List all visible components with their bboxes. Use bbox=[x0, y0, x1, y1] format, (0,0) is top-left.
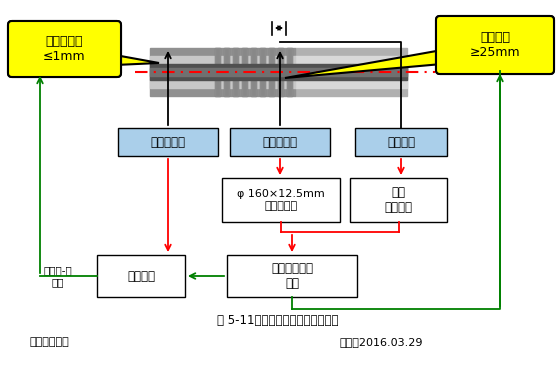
Text: φ 160×12.5mm
柔性半圆环: φ 160×12.5mm 柔性半圆环 bbox=[237, 189, 325, 211]
Bar bbox=[118, 128, 218, 156]
Text: 制图：樊建兵: 制图：樊建兵 bbox=[30, 337, 70, 347]
Text: 焊后间隙
≥25mm: 焊后间隙 ≥25mm bbox=[470, 31, 520, 59]
Bar bbox=[224, 48, 229, 96]
Text: 图 5-11：集热管自动焊对口分析图: 图 5-11：集热管自动焊对口分析图 bbox=[217, 313, 339, 327]
Text: 时间：2016.03.29: 时间：2016.03.29 bbox=[340, 337, 423, 347]
Bar bbox=[355, 128, 447, 156]
Bar bbox=[295, 56, 407, 88]
Text: 固定机头: 固定机头 bbox=[387, 135, 415, 149]
FancyBboxPatch shape bbox=[8, 21, 121, 77]
Bar bbox=[242, 48, 247, 96]
Bar bbox=[233, 48, 238, 96]
Text: 集热管-管
同心: 集热管-管 同心 bbox=[43, 265, 72, 287]
Polygon shape bbox=[285, 50, 442, 78]
Bar bbox=[227, 255, 357, 297]
Bar bbox=[150, 48, 295, 96]
Bar bbox=[260, 48, 265, 96]
Bar bbox=[251, 48, 256, 96]
Bar bbox=[269, 48, 274, 96]
Text: 管套
上下结构: 管套 上下结构 bbox=[384, 186, 413, 214]
FancyBboxPatch shape bbox=[436, 16, 554, 74]
Bar bbox=[233, 48, 238, 96]
Text: 对口同心度
≤1mm: 对口同心度 ≤1mm bbox=[43, 35, 86, 63]
Bar bbox=[269, 48, 274, 96]
Bar bbox=[278, 48, 283, 96]
Bar bbox=[224, 48, 229, 96]
Bar bbox=[215, 48, 220, 96]
Bar bbox=[350, 178, 447, 222]
Bar bbox=[242, 48, 247, 96]
Text: 二点支撑: 二点支撑 bbox=[127, 269, 155, 283]
FancyBboxPatch shape bbox=[436, 16, 554, 74]
Bar bbox=[230, 128, 330, 156]
Text: 支撑集热管: 支撑集热管 bbox=[262, 135, 297, 149]
Bar bbox=[215, 48, 220, 96]
Bar bbox=[251, 48, 256, 96]
Polygon shape bbox=[115, 55, 159, 65]
Bar bbox=[287, 48, 292, 96]
Bar bbox=[97, 255, 185, 297]
Bar bbox=[287, 48, 292, 96]
Text: 集热管与管套
同心: 集热管与管套 同心 bbox=[271, 262, 313, 290]
Bar bbox=[260, 48, 265, 96]
Text: 支撑集热管: 支撑集热管 bbox=[150, 135, 185, 149]
Bar bbox=[278, 48, 283, 96]
Bar bbox=[295, 65, 407, 79]
Bar bbox=[222, 178, 340, 222]
Bar bbox=[295, 48, 407, 96]
Bar bbox=[150, 56, 295, 88]
Bar bbox=[150, 64, 407, 80]
Bar bbox=[150, 68, 407, 76]
FancyBboxPatch shape bbox=[8, 21, 121, 77]
